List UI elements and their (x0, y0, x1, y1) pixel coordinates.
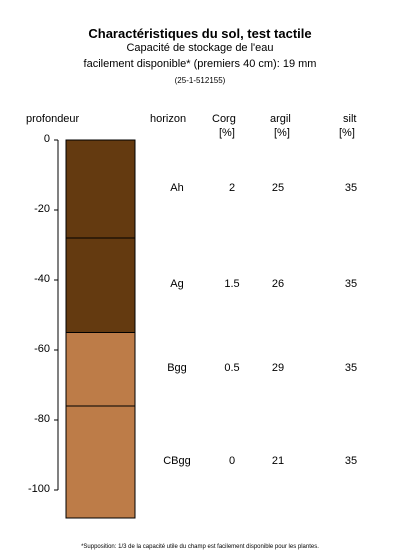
corg-unit: [%] (219, 127, 235, 139)
soil-layer-ah (65, 139, 136, 239)
corg-cell: 1.5 (224, 278, 240, 291)
depth-axis-label: profondeur (26, 113, 80, 125)
clay-cell: 21 (271, 455, 285, 467)
clay-cell: 29 (271, 362, 285, 375)
clay-header: argil (270, 113, 291, 125)
silt-cell: 35 (344, 182, 358, 194)
silt-cell: 35 (344, 362, 358, 375)
clay-unit: [%] (274, 127, 290, 139)
corg-cell: 0 (228, 455, 236, 467)
silt-cell: 35 (344, 455, 358, 467)
horizon-cell: CBgg (163, 455, 191, 467)
y-tick-label: 0 (43, 133, 50, 145)
corg-cell: 0.5 (224, 362, 240, 375)
y-tick-label: -60 (34, 343, 50, 355)
chart-title: Charactéristiques du sol, test tactile (88, 26, 312, 41)
silt-unit: [%] (339, 127, 355, 139)
clay-cell: 26 (271, 278, 285, 291)
y-tick-label: -80 (34, 413, 50, 425)
footnote: *Supposition: 1/3 de la capacité utile d… (81, 544, 319, 550)
y-tick-label: -100 (27, 483, 50, 495)
horizon-header: horizon (150, 113, 187, 125)
soil-layer-ag (65, 237, 136, 333)
soil-layer-cbgg (65, 405, 136, 519)
y-tick-label: -40 (34, 273, 50, 285)
subtitle-available-water: facilement disponible* (premiers 40 cm):… (83, 58, 317, 70)
horizon-cell: Bgg (167, 362, 187, 375)
soil-layer-bgg (65, 332, 136, 407)
silt-header: silt (343, 113, 357, 125)
y-tick-label: -20 (34, 203, 50, 215)
corg-cell: 2 (228, 182, 236, 194)
sample-id: (25-1-512155) (174, 76, 226, 85)
corg-header: Corg (212, 113, 236, 125)
horizon-cell: Ag (170, 278, 184, 291)
clay-cell: 25 (271, 182, 285, 194)
subtitle-water-capacity: Capacité de stockage de l'eau (126, 42, 274, 54)
silt-cell: 35 (344, 278, 358, 291)
horizon-cell: Ah (170, 182, 184, 194)
